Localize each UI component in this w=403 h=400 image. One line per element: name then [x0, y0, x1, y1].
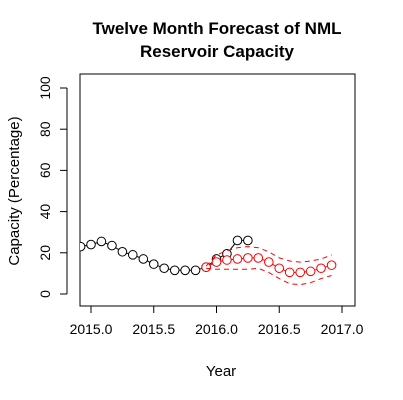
data-point	[180, 265, 190, 276]
data-point	[326, 260, 337, 270]
x-tick-label: 2015.5	[132, 321, 175, 337]
series-line-3	[206, 267, 332, 286]
x-axis-label: Year	[206, 363, 236, 380]
y-tick-label: 100	[37, 76, 53, 100]
x-tick-label: 2017.0	[321, 321, 364, 337]
data-point	[243, 235, 253, 246]
x-tick-label: 2016.5	[258, 321, 301, 337]
data-point	[169, 265, 180, 276]
y-axis-label: Capacity (Percentage)	[6, 116, 23, 265]
x-axis: 2015.0 2015.5 2016.0 2016.5 2017.0	[70, 305, 364, 337]
chart-title-line1: Twelve Month Forecast of NML	[92, 19, 341, 38]
y-tick-label: 40	[37, 204, 53, 220]
y-axis: 0 20 40 60 80 100	[37, 76, 68, 298]
data-point	[295, 267, 306, 278]
data-point	[211, 257, 222, 267]
data-point	[284, 267, 295, 278]
data-point	[316, 263, 326, 274]
data-point	[232, 235, 243, 246]
y-tick-label: 60	[37, 162, 53, 178]
data-point	[127, 250, 138, 260]
data-point	[117, 246, 128, 257]
data-point	[138, 254, 149, 264]
data-point	[107, 240, 117, 251]
data-point	[96, 236, 107, 247]
y-tick-label: 80	[37, 121, 53, 137]
data-point	[253, 253, 264, 263]
data-point	[159, 263, 169, 274]
data-point	[243, 253, 253, 263]
data-point	[232, 254, 243, 264]
data-point	[222, 255, 232, 265]
series-layer	[80, 235, 337, 286]
data-point	[86, 239, 96, 250]
data-point	[148, 259, 159, 269]
y-tick-label: 20	[37, 245, 53, 261]
data-point	[80, 241, 86, 252]
data-point	[264, 257, 274, 267]
data-point	[190, 265, 201, 276]
chart-title-line2: Reservoir Capacity	[140, 42, 295, 61]
y-tick-label: 0	[37, 290, 53, 298]
data-point	[201, 262, 211, 273]
x-tick-label: 2015.0	[70, 321, 113, 337]
x-tick-label: 2016.0	[195, 321, 238, 337]
data-point	[274, 263, 285, 274]
data-point	[305, 266, 316, 277]
